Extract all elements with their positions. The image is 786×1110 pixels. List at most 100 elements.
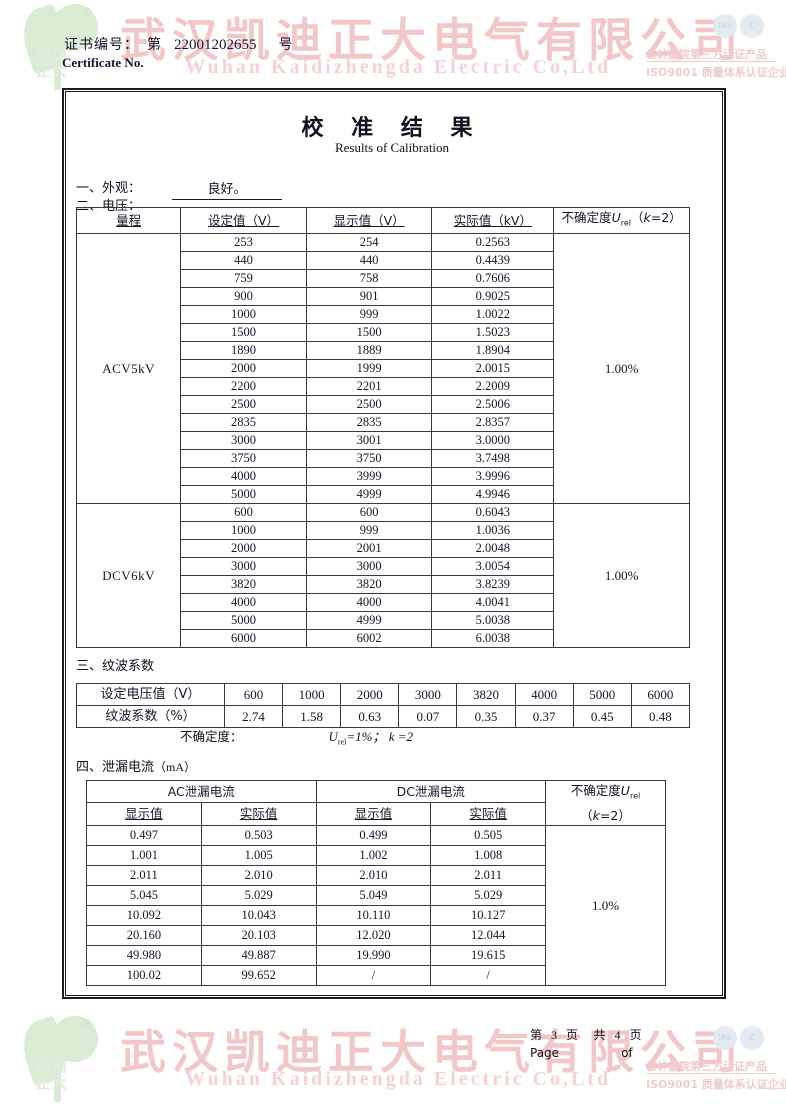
ripple-uncertainty-note: 不确定度： Urel=1%； k =2	[180, 726, 413, 747]
logo-text-line2-bottom: 正大	[36, 1074, 69, 1092]
table-row: 3000 3000 3.0054	[77, 556, 690, 576]
footer-total-prefix: 共	[593, 1028, 607, 1042]
cell-actual-value: 6.0038	[431, 628, 555, 648]
cell-display-value: 758	[305, 268, 433, 288]
cell-set-value: 759	[180, 268, 307, 288]
cell-dc-display: 5.049	[315, 884, 432, 906]
company-logo-icon-bottom: ® 凯迪 正大	[8, 1011, 116, 1106]
cell-set-value: 6000	[180, 628, 307, 648]
table-row: 440 440 0.4439	[77, 250, 690, 270]
cell-actual-value: 0.6043	[431, 502, 555, 522]
footer-of-label: of	[621, 1046, 633, 1060]
cell-display-value: 3000	[305, 556, 433, 576]
cell-ac-display: 10.092	[86, 904, 202, 926]
table-row: 2.011 2.010 2.010 2.011	[86, 864, 666, 886]
leakage-uncertainty-cell: 1.0%	[545, 824, 666, 986]
ripple-note-k: k =2	[388, 729, 413, 744]
cell-display-value: 2001	[305, 538, 433, 558]
col-range: 量程	[75, 207, 182, 234]
voltage-range-cell: ACV5kV	[75, 232, 182, 504]
table-row: 3750 3750 3.7498	[77, 448, 690, 468]
section-appearance-label: 一、外观：	[76, 181, 142, 196]
table-row: ACV5kV 253 254 0.2563 1.00%	[75, 232, 690, 504]
cell-dc-display: 2.010	[315, 864, 432, 886]
cell-ripple-coefficient: 0.48	[630, 705, 691, 728]
document-header: 证书编号： 第 22001202655 号 Certificate No.	[0, 0, 786, 95]
cell-actual-value: 2.8357	[431, 412, 555, 432]
certificate-prefix: 第	[147, 37, 162, 53]
certificate-suffix: 号	[278, 37, 294, 53]
col-leakage-uncertainty: 不确定度Urel（k=2）	[545, 780, 666, 826]
table-row: 5000 4999 4.9946	[77, 484, 690, 504]
cell-dc-actual: 12.044	[430, 924, 546, 946]
cell-ac-display: 0.497	[86, 824, 202, 846]
ripple-note-label: 不确定度：	[180, 729, 243, 744]
cell-set-value: 3820	[180, 574, 307, 594]
cell-dc-display: 0.499	[315, 824, 432, 846]
cell-actual-value: 3.8239	[431, 574, 555, 594]
cell-dc-display: 12.020	[315, 924, 432, 946]
cell-ripple-coefficient: 0.63	[340, 705, 400, 728]
cell-actual-value: 1.5023	[431, 322, 555, 342]
table-row: 0.497 0.503 0.499 0.505 1.0%	[86, 824, 666, 986]
cell-actual-value: 2.0015	[431, 358, 555, 378]
cell-actual-value: 1.8904	[431, 340, 555, 360]
cell-dc-display: 10.110	[315, 904, 432, 926]
cell-actual-value: 3.0054	[431, 556, 555, 576]
footer-page-en: Page of	[530, 1046, 750, 1060]
leakage-group-header-row: AC泄漏电流 DC泄漏电流 不确定度Urel（k=2）	[86, 779, 666, 826]
table-row: 3820 3820 3.8239	[77, 574, 690, 594]
cell-actual-value: 0.2563	[431, 232, 555, 252]
col-uncertainty: 不确定度Urel（k=2）	[553, 207, 690, 234]
cell-actual-value: 0.7606	[431, 268, 555, 288]
cell-display-value: 1889	[305, 340, 433, 360]
cell-ac-actual: 99.652	[200, 964, 317, 986]
table-row: DCV6kV 600 600 0.6043 1.00%	[75, 502, 690, 648]
cell-dc-actual: 19.615	[430, 944, 546, 966]
cell-set-value: 4000	[180, 592, 307, 612]
cell-set-value: 1000	[180, 304, 307, 324]
cell-ac-display: 5.045	[86, 884, 202, 906]
certificate-number-value: 22001202655	[174, 37, 257, 53]
cell-set-value: 2500	[180, 394, 307, 414]
cell-ac-display: 1.001	[86, 844, 202, 866]
cell-ac-display: 20.160	[86, 924, 202, 946]
table-row: 49.980 49.887 19.990 19.615	[86, 944, 666, 966]
cell-ac-actual: 10.043	[200, 904, 317, 926]
table-row: 2200 2201 2.2009	[77, 376, 690, 396]
cell-display-value: 254	[305, 232, 433, 252]
cell-ac-display: 100.02	[86, 964, 202, 986]
cell-actual-value: 1.0022	[431, 304, 555, 324]
leakage-table-body: 0.497 0.503 0.499 0.505 1.0% 1.001 1.005 1.002 1…	[86, 824, 666, 986]
col-dc-actual: 实际值	[430, 802, 546, 826]
cell-set-value: 253	[180, 232, 307, 252]
certificate-number-line: 证书编号： 第 22001202655 号	[64, 34, 294, 54]
cell-display-value: 2201	[305, 376, 433, 396]
cell-set-voltage: 3820	[456, 683, 516, 706]
col-dc-display: 显示值	[315, 802, 432, 826]
cell-display-value: 3001	[305, 430, 433, 450]
cell-set-value: 1500	[180, 322, 307, 342]
footer-total-number: 4	[614, 1028, 622, 1042]
cell-set-value: 3750	[180, 448, 307, 468]
cell-set-value: 2000	[180, 538, 307, 558]
col-actual-value: 实际值（kV）	[431, 207, 555, 234]
appearance-value: 良好。	[172, 178, 282, 200]
cell-ripple-coefficient: 0.07	[398, 705, 458, 728]
cell-set-value: 2835	[180, 412, 307, 432]
footer-page-label: Page	[530, 1046, 560, 1060]
col-group-dc: DC泄漏电流	[315, 779, 546, 804]
cell-display-value: 2835	[305, 412, 433, 432]
cell-display-value: 2500	[305, 394, 433, 414]
cell-set-value: 5000	[180, 610, 307, 630]
cell-display-value: 4000	[305, 592, 433, 612]
cell-display-value: 3999	[305, 466, 433, 486]
voltage-range-cell: DCV6kV	[75, 502, 182, 648]
voltage-table-body: ACV5kV 253 254 0.2563 1.00% 440 440 0.4439 759 75…	[75, 232, 690, 648]
cell-display-value: 999	[305, 304, 433, 324]
cell-ac-display: 49.980	[86, 944, 202, 966]
cell-actual-value: 3.0000	[431, 430, 555, 450]
page-border	[62, 88, 726, 999]
cell-display-value: 3820	[305, 574, 433, 594]
